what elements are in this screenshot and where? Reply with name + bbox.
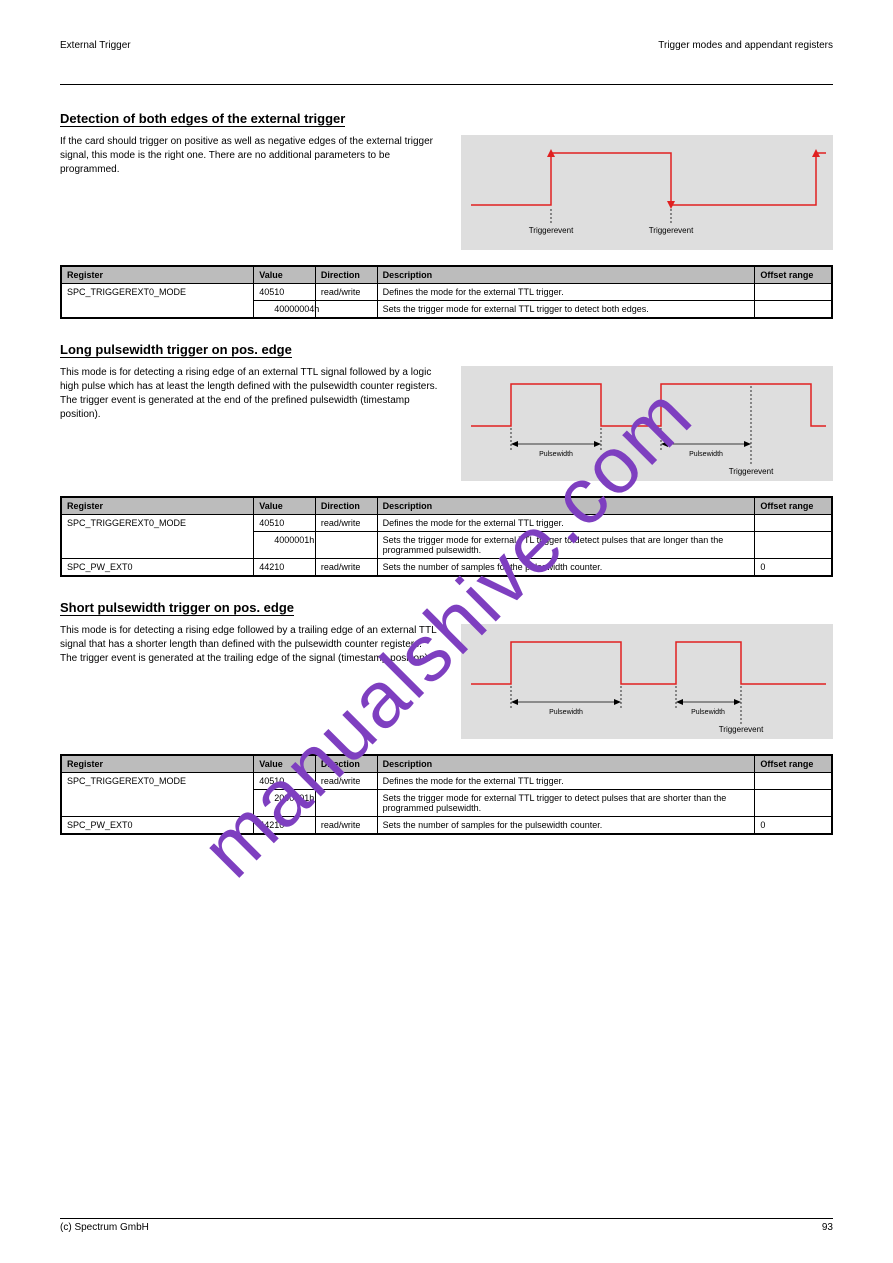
page-content: External Trigger Trigger modes and appen… xyxy=(0,0,893,887)
section-heading: Long pulsewidth trigger on pos. edge xyxy=(60,342,292,358)
section-text: This mode is for detecting a rising edge… xyxy=(60,624,441,739)
footer-right: 93 xyxy=(822,1222,833,1233)
table-header-row: Register Value Direction Description Off… xyxy=(61,266,832,284)
svg-text:Pulsewidth: Pulsewidth xyxy=(691,709,725,716)
page-header: External Trigger Trigger modes and appen… xyxy=(60,40,833,54)
svg-text:Triggerevent: Triggerevent xyxy=(649,226,694,235)
svg-text:Triggerevent: Triggerevent xyxy=(729,467,774,476)
section-heading: Short pulsewidth trigger on pos. edge xyxy=(60,600,294,616)
table-row: SPC_PW_EXT0 44210 read/write Sets the nu… xyxy=(61,559,832,577)
register-table-long-pw: Register Value Direction Description Off… xyxy=(60,496,833,577)
diagram-short-pw: Pulsewidth Pulsewidth Triggerevent xyxy=(461,624,833,739)
section-long-pw: Long pulsewidth trigger on pos. edge Thi… xyxy=(60,341,833,577)
table-row: SPC_TRIGGEREXT0_MODE 40510 read/write De… xyxy=(61,284,832,301)
svg-text:Triggerevent: Triggerevent xyxy=(719,725,764,734)
register-table-both-edges: Register Value Direction Description Off… xyxy=(60,265,833,319)
section-short-pw: Short pulsewidth trigger on pos. edge Th… xyxy=(60,599,833,835)
svg-text:Triggerevent: Triggerevent xyxy=(529,226,574,235)
header-right: Trigger modes and appendant registers xyxy=(658,40,833,51)
section-heading: Detection of both edges of the external … xyxy=(60,111,345,127)
svg-text:Pulsewidth: Pulsewidth xyxy=(539,451,573,458)
table-row: SPC_TRIGGEREXT0_MODE 40510 read/write De… xyxy=(61,773,832,790)
svg-text:Pulsewidth: Pulsewidth xyxy=(549,709,583,716)
table-row: SPC_TRIGGEREXT0_MODE 40510 read/write De… xyxy=(61,515,832,532)
page-footer: (c) Spectrum GmbH 93 xyxy=(60,1218,833,1233)
section-both-edges: Detection of both edges of the external … xyxy=(60,110,833,319)
diagram-long-pw: Pulsewidth Pulsewidth Triggerevent xyxy=(461,366,833,481)
table-row: SPC_PW_EXT0 44210 read/write Sets the nu… xyxy=(61,817,832,835)
header-rule xyxy=(60,84,833,85)
section-text: This mode is for detecting a rising edge… xyxy=(60,366,441,481)
table-header-row: Register Value Direction Description Off… xyxy=(61,497,832,515)
header-left: External Trigger xyxy=(60,40,131,51)
section-text: If the card should trigger on positive a… xyxy=(60,135,441,250)
diagram-both-edges: Triggerevent Triggerevent xyxy=(461,135,833,250)
table-header-row: Register Value Direction Description Off… xyxy=(61,755,832,773)
register-table-short-pw: Register Value Direction Description Off… xyxy=(60,754,833,835)
footer-left: (c) Spectrum GmbH xyxy=(60,1222,149,1233)
svg-text:Pulsewidth: Pulsewidth xyxy=(689,451,723,458)
